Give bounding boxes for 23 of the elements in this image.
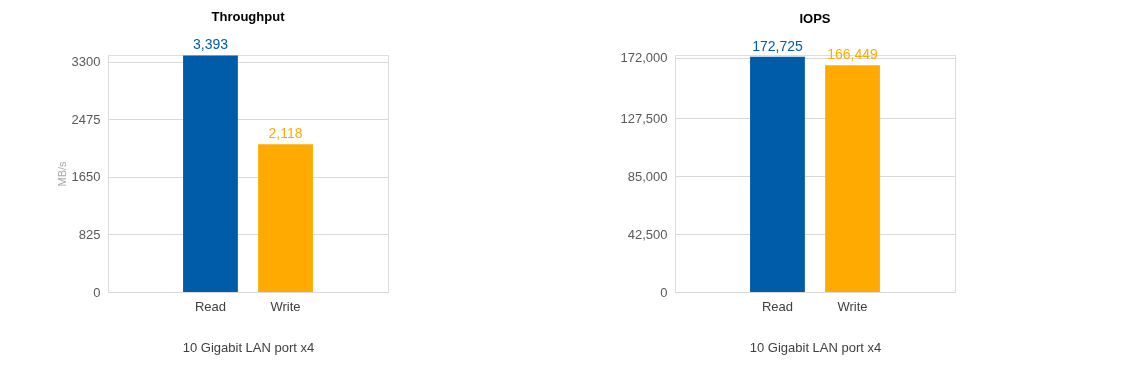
data-label: 172,725: [752, 37, 803, 54]
x-axis-title: 10 Gigabit LAN port x4: [749, 339, 882, 355]
chart-title: Throughput: [211, 9, 286, 25]
y-tick-label: 127,500: [620, 110, 668, 126]
y-tick-label: 42,500: [627, 226, 668, 242]
data-label: 2,118: [268, 125, 303, 142]
chart-title: IOPS: [799, 10, 831, 26]
x-axis-title: 10 Gigabit LAN port x4: [182, 339, 315, 355]
y-tick-label: 825: [78, 226, 101, 242]
y-tick-label: 85,000: [627, 168, 668, 184]
data-label: 166,449: [827, 46, 879, 63]
x-tick-label: Write: [270, 298, 301, 314]
data-label: 3,393: [192, 36, 229, 53]
y-tick-label: 2475: [71, 111, 101, 127]
y-tick-label: 1650: [71, 169, 101, 185]
y-tick-label: 0: [660, 284, 668, 300]
x-tick-label: Write: [837, 298, 868, 314]
x-tick-label: Read: [761, 298, 794, 314]
y-axis-title: MB/s: [55, 160, 68, 187]
y-tick-label: 172,000: [620, 50, 668, 66]
y-tick-label: 0: [93, 284, 101, 300]
y-tick-label: 3300: [71, 54, 101, 70]
x-tick-label: Read: [194, 298, 227, 314]
